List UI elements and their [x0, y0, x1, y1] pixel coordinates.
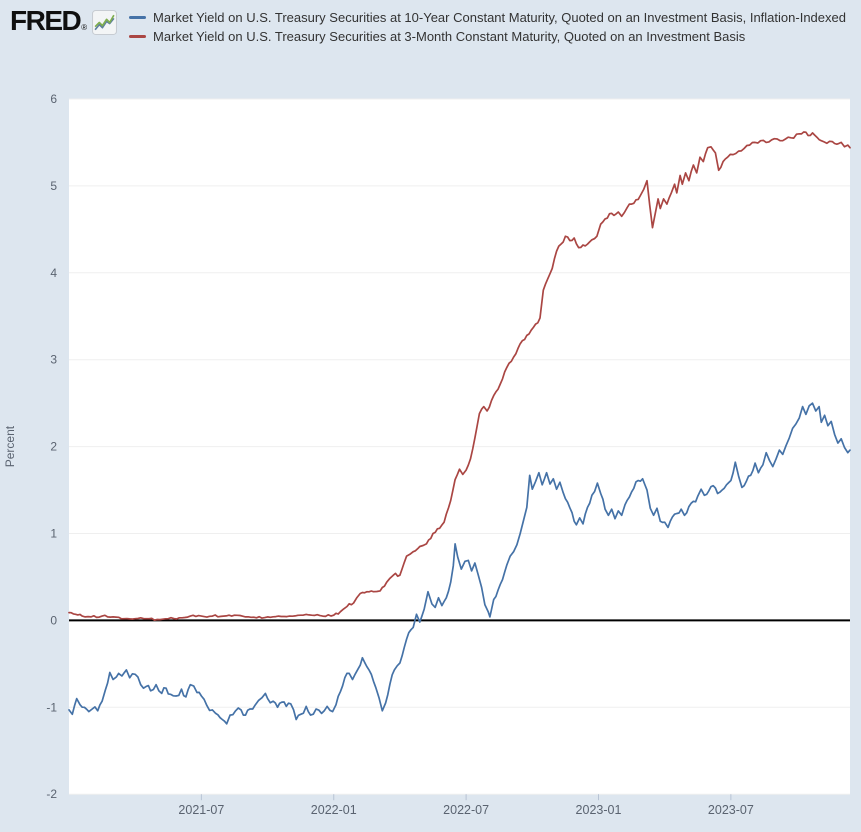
y-axis-title: Percent: [3, 425, 17, 467]
x-axis-tick-label: 2021-07: [178, 803, 224, 817]
x-axis-tick-label: 2023-07: [708, 803, 754, 817]
series-line: [68, 131, 851, 622]
y-axis-tick-label: 5: [50, 179, 57, 193]
x-axis-tick-label: 2023-01: [576, 803, 622, 817]
fred-logo-text: FRED: [10, 5, 82, 36]
fred-sparkline-icon: [92, 10, 118, 35]
y-axis-tick-label: 1: [50, 527, 57, 541]
legend-label: Market Yield on U.S. Treasury Securities…: [153, 29, 746, 44]
series-line: [68, 402, 851, 725]
y-axis-tick-label: 4: [50, 266, 57, 280]
x-axis-tick-label: 2022-07: [443, 803, 489, 817]
y-axis-tick-label: -2: [46, 787, 57, 801]
legend-item-10yr-tips: Market Yield on U.S. Treasury Securities…: [129, 9, 861, 27]
chart-legend: Market Yield on U.S. Treasury Securities…: [129, 9, 861, 47]
y-axis-tick-label: -1: [46, 700, 57, 714]
y-axis-tick-label: 3: [50, 353, 57, 367]
legend-line-swatch-blue: [129, 16, 146, 19]
fred-logo: FRED ®: [10, 5, 118, 36]
legend-item-3mo: Market Yield on U.S. Treasury Securities…: [129, 28, 861, 46]
y-axis-tick-label: 2: [50, 440, 57, 454]
y-axis-tick-label: 0: [50, 613, 57, 627]
legend-line-swatch-red: [129, 35, 146, 38]
registered-trademark: ®: [81, 23, 88, 32]
legend-label: Market Yield on U.S. Treasury Securities…: [153, 10, 846, 25]
y-axis-tick-label: 6: [50, 92, 57, 106]
x-axis-tick-label: 2022-01: [311, 803, 357, 817]
